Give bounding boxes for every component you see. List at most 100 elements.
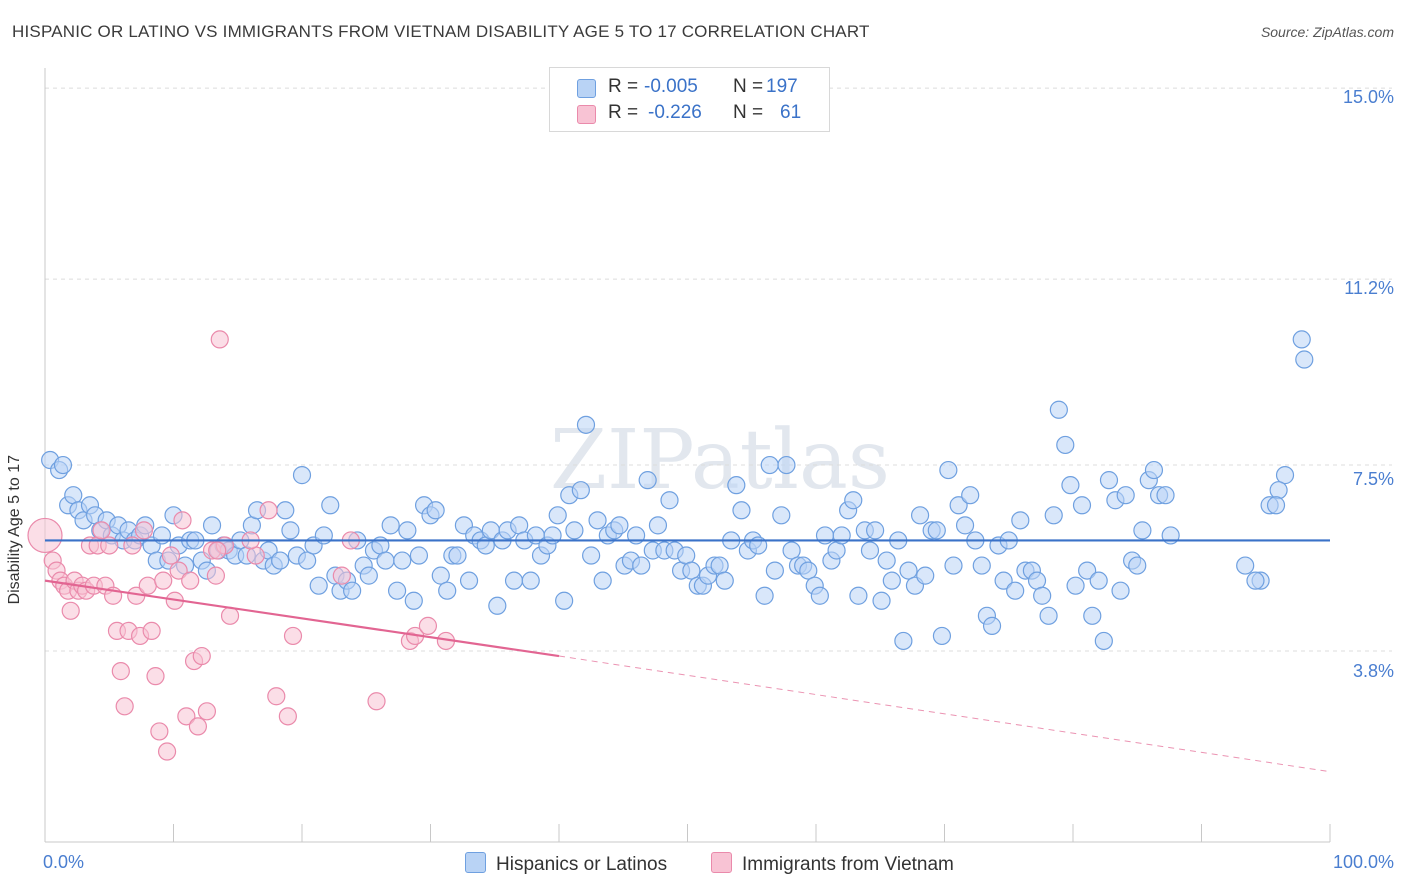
- hispanic-point: [582, 546, 601, 565]
- hispanic-point: [1144, 460, 1164, 480]
- hispanic-point: [321, 496, 340, 515]
- hispanic-point: [866, 521, 885, 540]
- hispanic-point: [576, 415, 596, 434]
- hispanic-point: [732, 501, 751, 520]
- legend-r-value: -0.005: [644, 76, 698, 97]
- hispanic-point: [1027, 571, 1047, 590]
- hispanic-point: [398, 521, 417, 540]
- correlation-legend: R = -0.005 N = 197 R = -0.226 N = 61: [549, 67, 830, 132]
- bottom-legend-label-hispanic: Hispanics or Latinos: [496, 854, 668, 875]
- hispanic-point: [571, 481, 590, 500]
- hispanic-point: [949, 496, 968, 515]
- vietnam-point: [27, 517, 63, 554]
- hispanic-point: [521, 571, 540, 590]
- vietnam-point: [206, 566, 226, 585]
- hispanic-point: [1056, 435, 1075, 455]
- hispanic-point: [982, 616, 1002, 635]
- vietnam-point: [220, 606, 240, 625]
- x-tick-label-min: 0.0%: [43, 852, 85, 872]
- hispanic-point: [1128, 556, 1147, 575]
- hispanic-point: [765, 561, 784, 580]
- hispanic-point: [1292, 330, 1311, 349]
- legend-r-value: -0.226: [648, 102, 702, 123]
- hispanic-point: [1089, 571, 1108, 590]
- hispanic-point: [53, 455, 73, 475]
- hispanic-point: [1044, 506, 1063, 525]
- hispanic-point: [955, 516, 975, 535]
- vietnam-point: [197, 702, 217, 721]
- hispanic-point: [555, 591, 574, 610]
- hispanic-point: [727, 476, 746, 495]
- hispanic-point: [588, 511, 607, 530]
- hispanic-point: [593, 571, 612, 590]
- hispanic-point: [877, 551, 896, 570]
- hispanic-point: [610, 516, 629, 535]
- vietnam-trendline: [44, 579, 560, 658]
- hispanic-point: [677, 546, 696, 565]
- hispanic-point: [810, 586, 829, 605]
- hispanic-point: [927, 521, 946, 540]
- hispanic-point: [1275, 466, 1295, 485]
- vietnam-point: [115, 697, 134, 716]
- bottom-legend-vietnam: Immigrants from Vietnam: [711, 852, 954, 876]
- hispanic-point: [242, 516, 261, 535]
- hispanic-point: [860, 541, 880, 560]
- hispanic-point: [849, 586, 868, 605]
- hispanic-point: [1033, 586, 1052, 605]
- legend-swatch-vietnam: [577, 105, 596, 124]
- vietnam-point: [142, 621, 161, 641]
- hispanic-point: [1049, 400, 1068, 419]
- hispanic-point: [932, 626, 952, 646]
- hispanic-point: [944, 556, 963, 575]
- bottom-legend-label-vietnam: Immigrants from Vietnam: [742, 854, 954, 875]
- hispanic-point: [271, 551, 290, 570]
- hispanic-point: [438, 581, 457, 600]
- hispanic-point: [755, 586, 774, 605]
- hispanic-point: [882, 571, 901, 590]
- legend-swatch-hispanic: [577, 79, 596, 98]
- vietnam-point: [61, 601, 80, 620]
- hispanic-point: [1061, 476, 1080, 495]
- hispanic-point: [1072, 496, 1092, 515]
- bottom-legend-hispanic: Hispanics or Latinos: [465, 852, 667, 876]
- hispanic-point: [827, 541, 846, 560]
- hispanic-point: [459, 571, 479, 590]
- vietnam-point: [192, 646, 211, 666]
- hispanic-point: [292, 466, 312, 485]
- hispanic-point: [939, 460, 958, 480]
- vietnam-point: [181, 571, 200, 590]
- hispanic-point: [1116, 486, 1135, 505]
- hispanic-point: [276, 501, 295, 520]
- watermark: ZIPatlas: [550, 413, 890, 508]
- hispanic-point: [910, 506, 930, 525]
- vietnam-point: [278, 707, 297, 726]
- vietnam-point: [146, 667, 165, 686]
- hispanic-point: [899, 561, 918, 580]
- hispanic-point: [872, 591, 891, 610]
- hispanic-point: [660, 491, 679, 510]
- hispanic-point: [1006, 581, 1025, 600]
- hispanic-point: [710, 556, 729, 575]
- vietnam-point: [283, 626, 303, 646]
- hispanic-point: [1133, 521, 1152, 540]
- vietnam-point: [418, 616, 438, 635]
- hispanic-point: [1295, 350, 1314, 369]
- vietnam-point: [208, 541, 227, 560]
- vietnam-point: [210, 330, 229, 349]
- hispanic-point: [972, 556, 991, 575]
- vietnam-point: [246, 546, 265, 565]
- vietnam-point: [157, 742, 177, 761]
- legend-n-value: 197: [766, 76, 798, 97]
- vietnam-point: [150, 722, 169, 741]
- hispanic-point: [1039, 606, 1058, 625]
- hispanic-point: [359, 566, 378, 585]
- vietnam-point: [169, 561, 188, 580]
- vietnam-trendline-extension: [558, 655, 1331, 773]
- hispanic-point: [772, 506, 791, 525]
- hispanic-point: [565, 521, 584, 540]
- hispanic-point: [426, 501, 445, 520]
- hispanic-point: [309, 576, 328, 595]
- hispanic-point: [777, 455, 796, 475]
- hispanic-point: [638, 471, 657, 490]
- hispanic-point: [1266, 496, 1286, 515]
